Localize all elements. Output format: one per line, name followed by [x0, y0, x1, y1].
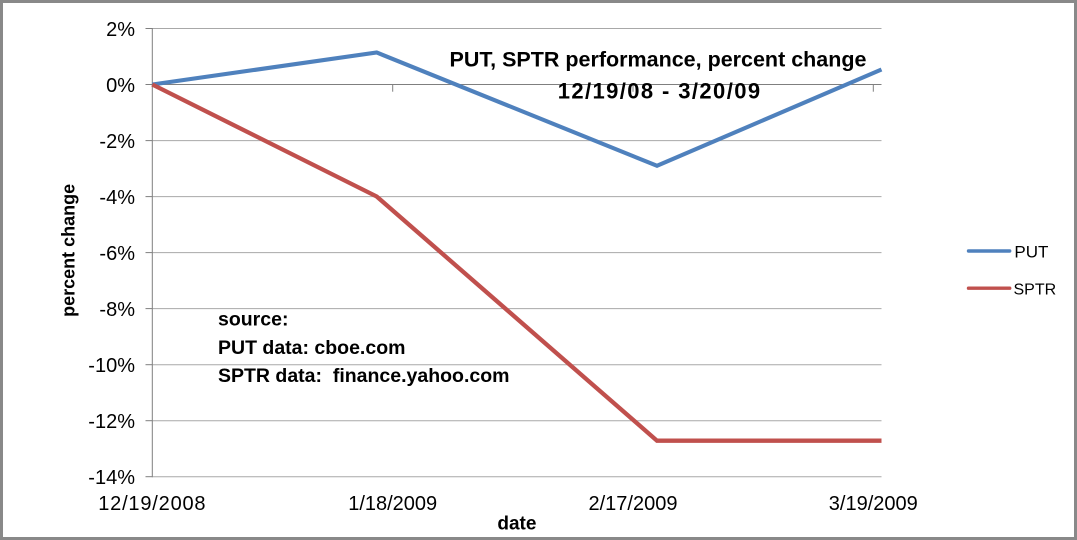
svg-text:percent change: percent change: [59, 184, 79, 317]
svg-text:-4%: -4%: [99, 187, 135, 209]
svg-text:2/17/2009: 2/17/2009: [589, 493, 678, 515]
svg-text:3/19/2009: 3/19/2009: [829, 493, 918, 515]
svg-text:SPTR: SPTR: [1014, 282, 1057, 299]
svg-text:PUT: PUT: [1014, 242, 1048, 261]
svg-text:date: date: [497, 514, 536, 535]
svg-text:-10%: -10%: [88, 355, 135, 377]
svg-text:-14%: -14%: [88, 467, 135, 489]
svg-text:2%: 2%: [106, 19, 135, 41]
svg-text:-2%: -2%: [99, 131, 135, 153]
svg-text:12/19/2008: 12/19/2008: [98, 493, 206, 515]
svg-text:0%: 0%: [106, 75, 135, 97]
svg-text:SPTR data: finance.yahoo.com: SPTR data: finance.yahoo.com: [218, 365, 509, 387]
svg-text:-6%: -6%: [99, 243, 135, 265]
svg-text:PUT data: cboe.com: PUT data: cboe.com: [218, 337, 405, 359]
svg-text:-12%: -12%: [88, 411, 135, 433]
svg-text:PUT, SPTR performance, percent: PUT, SPTR performance, percent change: [450, 48, 867, 72]
svg-text:source:: source:: [218, 309, 288, 331]
svg-text:12/19/08 - 3/20/09: 12/19/08 - 3/20/09: [558, 79, 762, 104]
svg-text:-8%: -8%: [99, 299, 135, 321]
svg-text:1/18/2009: 1/18/2009: [348, 493, 437, 515]
